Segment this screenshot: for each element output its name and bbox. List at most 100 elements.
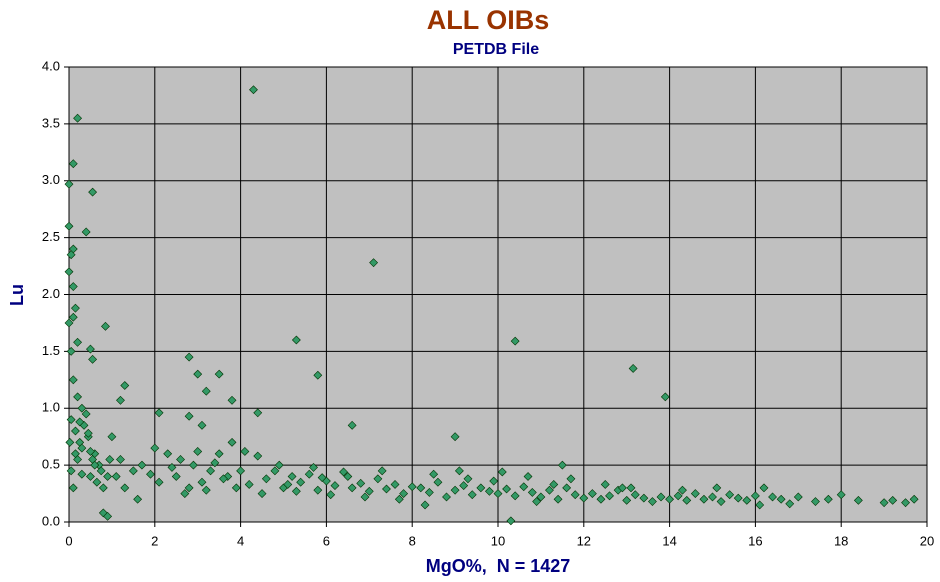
point [497,467,507,477]
point [73,337,83,347]
point [450,432,460,442]
point [77,443,87,453]
x-tick-label: 2 [151,533,158,548]
point [214,369,224,379]
point [394,494,404,504]
point [197,420,207,430]
point [86,472,95,481]
point [776,494,786,504]
y-axis-label: Lu [7,284,27,306]
point [68,375,78,385]
point [360,492,370,502]
point [377,466,387,476]
point [390,480,400,489]
point [811,497,820,506]
point [154,477,164,487]
point [587,489,597,498]
point [467,490,477,500]
y-tick-label: 4.0 [42,58,60,73]
x-tick-label: 18 [834,533,848,548]
point [725,490,735,500]
y-tick-label: 2.5 [42,229,60,244]
point [137,460,147,470]
point [219,474,228,484]
point [116,455,125,464]
point [888,495,898,505]
point [253,451,263,461]
point [699,494,709,504]
point [103,472,113,481]
point [459,481,469,491]
point [519,482,529,492]
point [210,458,220,468]
point [163,449,173,459]
x-tick-label: 14 [662,533,676,548]
point [193,369,203,379]
point [313,370,323,380]
point [77,403,87,413]
point [68,312,78,322]
point [103,511,113,521]
point [66,466,76,476]
point [120,381,130,390]
point [759,483,769,493]
point [291,335,301,345]
point [96,466,106,476]
point [605,491,614,501]
x-tick-label: 12 [577,533,591,548]
point [399,489,409,498]
point [313,485,323,495]
point [83,428,93,438]
point [64,179,74,189]
point [454,466,464,476]
point [424,488,434,497]
point [536,492,546,502]
point [716,497,726,506]
point [296,477,306,487]
point [570,490,580,500]
point [261,474,271,484]
point [596,494,606,504]
point [836,490,846,500]
point [708,492,717,502]
point [416,483,426,493]
point [304,469,314,479]
point [101,321,110,331]
point [330,481,340,491]
point [88,187,98,197]
chart-subtitle: PETDB File [453,41,539,58]
point [562,483,572,493]
point [201,485,211,495]
point [167,462,177,472]
point [545,485,554,495]
chart-title: ALL OIBs [427,5,550,35]
point [184,352,194,362]
point [227,395,237,405]
point [146,469,155,479]
point [656,492,666,502]
point [523,472,533,481]
x-tick-label: 4 [237,533,244,548]
point [188,460,198,470]
point [617,483,627,493]
point [184,483,194,493]
point [382,484,391,494]
x-tick-label: 10 [491,533,505,548]
point [755,500,765,510]
point [489,476,499,486]
point [65,437,75,447]
point [429,469,439,479]
point [71,449,80,459]
point [98,483,108,493]
point [733,493,743,503]
point [433,477,443,487]
point [690,489,700,498]
y-tick-label: 3.0 [42,172,60,187]
point [909,494,919,504]
point [71,426,80,436]
point [231,483,241,493]
point [244,480,254,489]
point [73,113,83,123]
point [180,489,190,498]
point [86,447,95,456]
